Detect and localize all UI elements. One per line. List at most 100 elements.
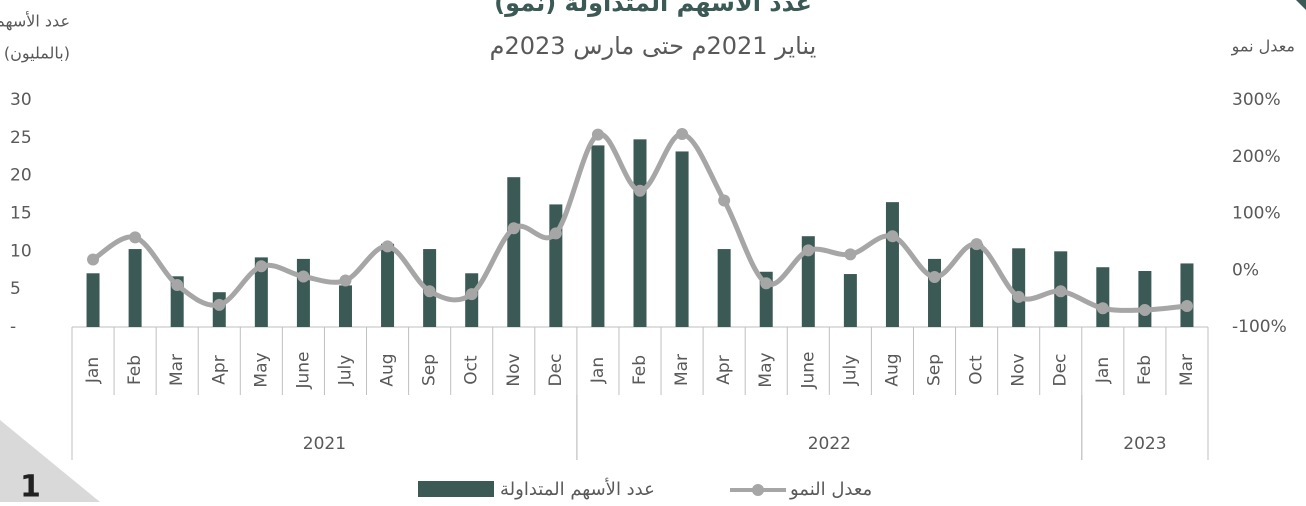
group-label: 2022 xyxy=(808,434,851,454)
line-marker xyxy=(634,184,646,197)
line-marker xyxy=(507,222,520,235)
x-tick-label: Oct xyxy=(967,355,987,385)
bar xyxy=(254,257,268,327)
x-tick-label: Apr xyxy=(209,355,229,384)
y-tick-label: 5 xyxy=(10,279,21,299)
bar xyxy=(1138,271,1152,327)
line-marker xyxy=(760,277,773,290)
y-tick-label: 30 xyxy=(10,90,32,110)
x-tick-label: Apr xyxy=(714,355,734,384)
line-marker xyxy=(1054,285,1067,298)
x-tick-label: Feb xyxy=(125,355,145,385)
bar xyxy=(381,243,395,327)
bar xyxy=(128,249,142,327)
y-tick-label: 25 xyxy=(10,128,32,148)
y2-axis-label: معدل نمو xyxy=(1231,37,1295,57)
y-tick-label: 20 xyxy=(10,166,32,186)
legend-label: عدد الأسهم المتداولة xyxy=(500,478,655,500)
bar xyxy=(1096,267,1110,327)
x-tick-label: Aug xyxy=(378,353,398,386)
line-marker xyxy=(297,270,310,283)
bar xyxy=(885,202,899,327)
x-tick-label: Feb xyxy=(1135,355,1155,385)
line-marker xyxy=(381,240,394,253)
x-tick-label: Sep xyxy=(420,354,440,386)
group-label: 2021 xyxy=(303,434,346,454)
line-marker xyxy=(465,288,478,301)
line-marker xyxy=(886,230,899,243)
bar xyxy=(465,273,479,327)
y-axis-label: (بالمليون) xyxy=(4,44,70,64)
line-marker xyxy=(423,285,436,298)
x-tick-label: Mar xyxy=(672,354,692,386)
x-tick-label: Feb xyxy=(630,355,650,385)
y-axis-label: عدد الأسهم xyxy=(0,11,70,32)
chart-title: عدد الأسهم المتداولة (نمو) xyxy=(494,0,812,17)
bar xyxy=(928,258,942,327)
x-tick-label: Oct xyxy=(462,355,482,385)
line-marker xyxy=(129,231,142,244)
bar xyxy=(296,258,310,327)
bar xyxy=(970,243,984,327)
y-tick-label: 15 xyxy=(10,204,32,224)
y-tick-label: - xyxy=(10,317,16,337)
bar xyxy=(801,236,815,327)
y2-tick-label: -100% xyxy=(1232,317,1287,337)
line-marker xyxy=(171,279,184,292)
line-marker xyxy=(87,253,100,266)
legend-swatch xyxy=(418,481,494,497)
x-tick-label: Jan xyxy=(1093,357,1113,384)
line-marker xyxy=(802,244,815,257)
legend-label: معدل النمو xyxy=(789,479,872,500)
x-tick-label: Jan xyxy=(83,357,103,384)
x-tick-label: Aug xyxy=(882,353,902,386)
bar xyxy=(633,139,647,327)
line-marker xyxy=(213,298,226,311)
line-marker xyxy=(844,248,857,261)
line-marker xyxy=(1096,302,1109,315)
line-marker xyxy=(928,271,941,284)
bar xyxy=(591,145,605,327)
bar xyxy=(1180,263,1194,327)
x-tick-label: Dec xyxy=(546,354,566,387)
y2-tick-label: 300% xyxy=(1232,90,1281,110)
bar xyxy=(507,177,521,327)
y2-tick-label: 200% xyxy=(1232,147,1281,167)
line-marker xyxy=(1180,300,1193,313)
x-tick-label: Sep xyxy=(925,354,945,386)
corner-decoration xyxy=(1296,0,1306,10)
x-tick-label: May xyxy=(251,352,271,387)
line-marker xyxy=(339,274,352,287)
x-tick-label: Mar xyxy=(167,354,187,386)
bar xyxy=(338,285,352,327)
line-marker xyxy=(1012,290,1025,303)
x-tick-label: Mar xyxy=(1177,354,1197,386)
page-number: 1 xyxy=(20,470,41,503)
bar xyxy=(717,249,731,327)
x-tick-label: June xyxy=(798,351,818,389)
line-marker xyxy=(591,128,604,141)
x-tick-label: Nov xyxy=(504,353,524,386)
group-label: 2023 xyxy=(1123,434,1166,454)
bar xyxy=(843,274,857,327)
bar xyxy=(1012,248,1026,327)
bar xyxy=(86,273,100,327)
x-tick-label: May xyxy=(756,352,776,387)
line-marker xyxy=(1138,303,1151,316)
x-tick-label: Dec xyxy=(1051,354,1071,387)
x-tick-label: June xyxy=(293,351,313,389)
corner-decoration xyxy=(0,420,100,502)
y2-tick-label: 100% xyxy=(1232,204,1281,224)
y-tick-label: 10 xyxy=(10,241,32,261)
line-marker xyxy=(549,227,562,240)
x-tick-label: Jan xyxy=(588,357,608,384)
legend-swatch xyxy=(752,484,764,496)
line-marker xyxy=(255,260,268,273)
line-marker xyxy=(676,128,689,141)
line-marker xyxy=(970,238,983,251)
y2-tick-label: 0% xyxy=(1232,260,1259,280)
line-marker xyxy=(718,194,731,207)
x-tick-label: Nov xyxy=(1009,353,1029,386)
x-tick-label: July xyxy=(335,355,355,387)
